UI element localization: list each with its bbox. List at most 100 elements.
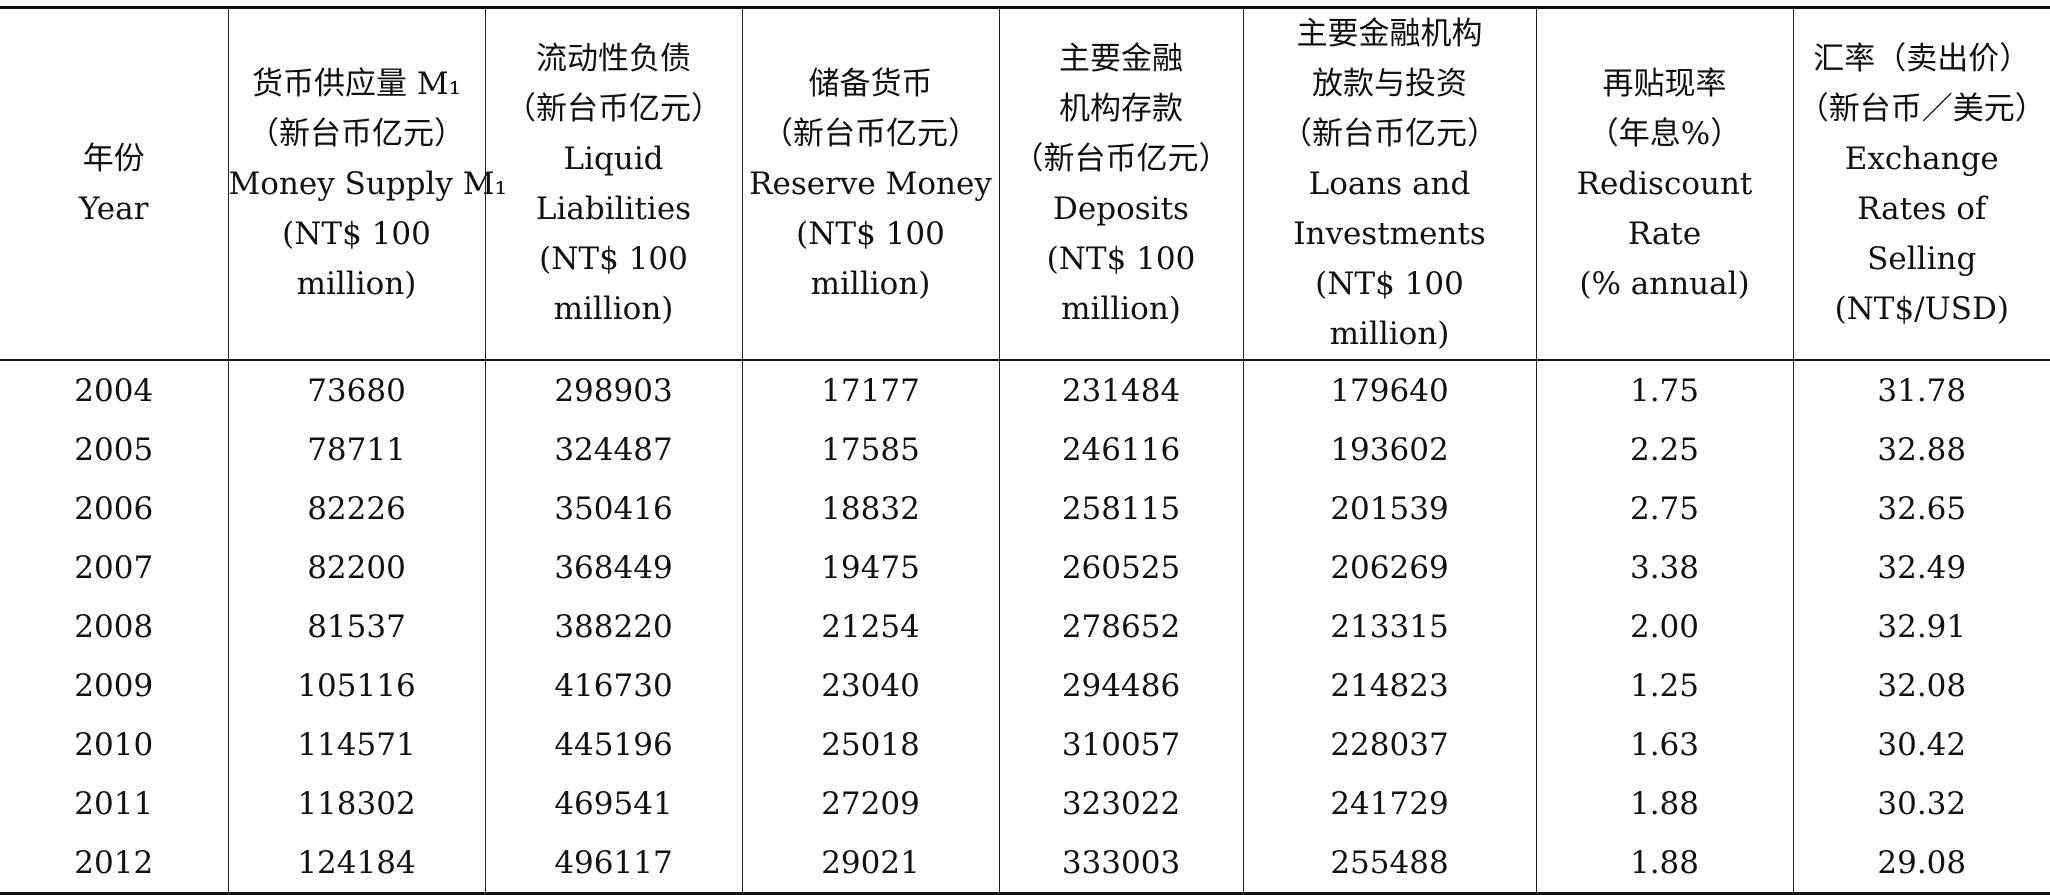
cell-loans-and-investments: 214823	[1243, 656, 1536, 715]
cell-loans-and-investments: 228037	[1243, 715, 1536, 774]
header-line: 再贴现率	[1537, 59, 1793, 109]
cell-reserve-money: 27209	[742, 774, 999, 833]
cell-money-supply-m1: 82200	[228, 538, 485, 597]
header-line: （新台币／美元）	[1794, 84, 2050, 134]
cell-liquid-liabilities: 324487	[485, 420, 742, 479]
cell-rediscount-rate: 1.75	[1536, 360, 1793, 420]
header-line: million)	[1000, 284, 1243, 334]
cell-rediscount-rate: 1.88	[1536, 774, 1793, 833]
header-line: （新台币亿元）	[1000, 134, 1243, 184]
cell-rediscount-rate: 1.25	[1536, 656, 1793, 715]
cell-year: 2009	[0, 656, 228, 715]
header-line: (NT$ 100	[743, 209, 999, 259]
cell-deposits: 310057	[999, 715, 1243, 774]
cell-deposits: 260525	[999, 538, 1243, 597]
cell-loans-and-investments: 179640	[1243, 360, 1536, 420]
cell-year: 2004	[0, 360, 228, 420]
header-line: 货币供应量 M₁	[229, 59, 485, 109]
cell-rediscount-rate: 2.75	[1536, 479, 1793, 538]
header-line: Rediscount	[1537, 159, 1793, 209]
cell-reserve-money: 19475	[742, 538, 999, 597]
cell-year: 2007	[0, 538, 228, 597]
header-line: 放款与投资	[1244, 59, 1536, 109]
cell-money-supply-m1: 73680	[228, 360, 485, 420]
header-line: million)	[743, 259, 999, 309]
cell-deposits: 231484	[999, 360, 1243, 420]
cell-year: 2006	[0, 479, 228, 538]
cell-liquid-liabilities: 496117	[485, 833, 742, 894]
header-line: 主要金融机构	[1244, 9, 1536, 59]
cell-exchange-rate: 30.42	[1793, 715, 2050, 774]
header-line: （新台币亿元）	[1244, 109, 1536, 159]
header-line: Deposits	[1000, 184, 1243, 234]
cell-exchange-rate: 31.78	[1793, 360, 2050, 420]
cell-deposits: 333003	[999, 833, 1243, 894]
cell-exchange-rate: 32.91	[1793, 597, 2050, 656]
header-line: Exchange	[1794, 134, 2050, 184]
header-line: (NT$ 100	[1244, 259, 1536, 309]
cell-loans-and-investments: 206269	[1243, 538, 1536, 597]
header-line: Liabilities	[486, 184, 742, 234]
cell-reserve-money: 17585	[742, 420, 999, 479]
cell-year: 2012	[0, 833, 228, 894]
cell-loans-and-investments: 241729	[1243, 774, 1536, 833]
cell-loans-and-investments: 201539	[1243, 479, 1536, 538]
header-line: Selling	[1794, 234, 2050, 284]
header-line: Rate	[1537, 209, 1793, 259]
cell-reserve-money: 17177	[742, 360, 999, 420]
cell-money-supply-m1: 105116	[228, 656, 485, 715]
header-line: （新台币亿元）	[486, 84, 742, 134]
cell-deposits: 323022	[999, 774, 1243, 833]
header-line: 储备货币	[743, 59, 999, 109]
header-line: (NT$ 100	[486, 234, 742, 284]
cell-rediscount-rate: 2.00	[1536, 597, 1793, 656]
header-line: 流动性负债	[486, 34, 742, 84]
header-line: (NT$/USD)	[1794, 284, 2050, 334]
cell-reserve-money: 29021	[742, 833, 999, 894]
cell-money-supply-m1: 114571	[228, 715, 485, 774]
cell-money-supply-m1: 78711	[228, 420, 485, 479]
cell-exchange-rate: 30.32	[1793, 774, 2050, 833]
header-line: Year	[0, 184, 228, 234]
cell-deposits: 246116	[999, 420, 1243, 479]
cell-deposits: 278652	[999, 597, 1243, 656]
header-line: (% annual)	[1537, 259, 1793, 309]
cell-money-supply-m1: 82226	[228, 479, 485, 538]
cell-loans-and-investments: 255488	[1243, 833, 1536, 894]
cell-deposits: 258115	[999, 479, 1243, 538]
cell-exchange-rate: 32.08	[1793, 656, 2050, 715]
cell-year: 2010	[0, 715, 228, 774]
header-line: (NT$ 100	[1000, 234, 1243, 284]
cell-liquid-liabilities: 388220	[485, 597, 742, 656]
cell-exchange-rate: 29.08	[1793, 833, 2050, 894]
cell-liquid-liabilities: 368449	[485, 538, 742, 597]
cell-liquid-liabilities: 298903	[485, 360, 742, 420]
cell-reserve-money: 18832	[742, 479, 999, 538]
cell-rediscount-rate: 1.63	[1536, 715, 1793, 774]
header-line: Loans and	[1244, 159, 1536, 209]
header-line: Money Supply M₁	[229, 159, 485, 209]
cell-liquid-liabilities: 416730	[485, 656, 742, 715]
cell-loans-and-investments: 213315	[1243, 597, 1536, 656]
header-line: Reserve Money	[743, 159, 999, 209]
header-line: 主要金融	[1000, 34, 1243, 84]
header-line: 机构存款	[1000, 84, 1243, 134]
cell-liquid-liabilities: 469541	[485, 774, 742, 833]
